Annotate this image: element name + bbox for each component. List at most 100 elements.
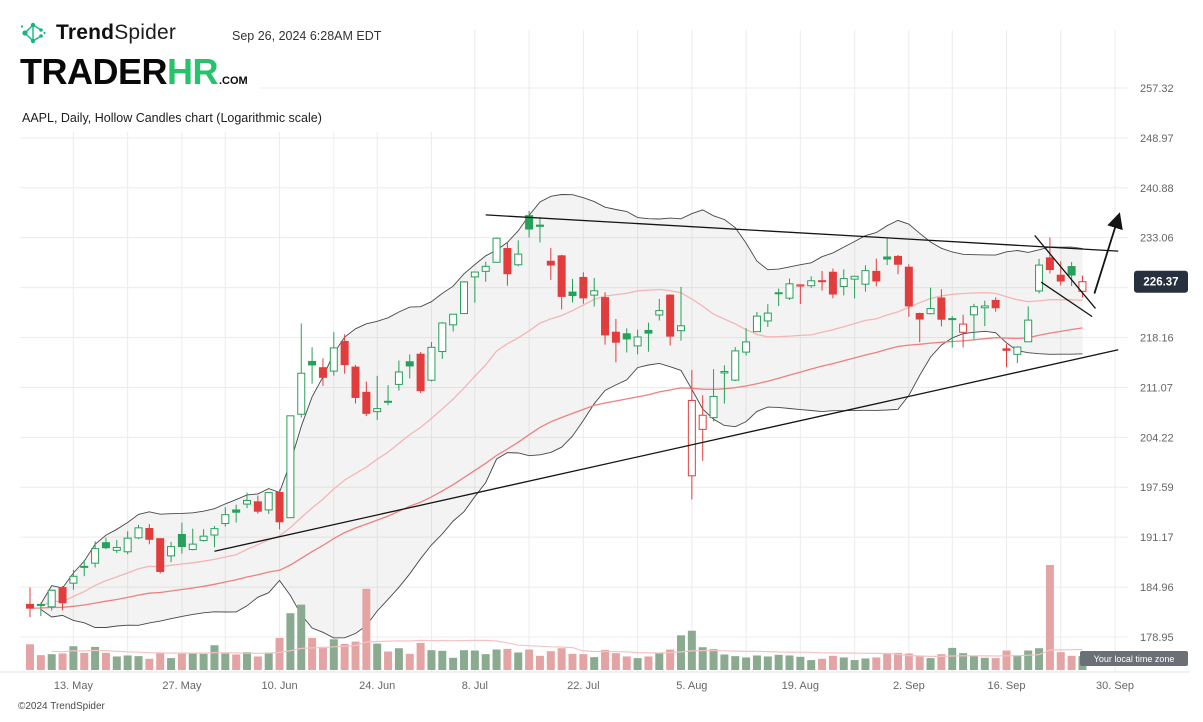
volume-bar	[156, 653, 165, 670]
candle	[177, 522, 186, 554]
volume-bar	[807, 660, 816, 670]
candle	[394, 360, 403, 391]
volume-bar	[622, 656, 631, 670]
volume-bars	[26, 565, 1087, 670]
candle	[601, 292, 610, 345]
candle	[275, 489, 284, 530]
volume-bar	[1045, 565, 1054, 670]
x-axis-label: 19. Aug	[782, 680, 819, 692]
candle	[264, 492, 273, 514]
volume-bar	[904, 653, 913, 670]
candle	[752, 311, 761, 333]
volume-bar	[894, 652, 902, 670]
candle	[796, 284, 805, 305]
trendspider-logo: TrendSpider	[18, 16, 187, 50]
volume-bar	[470, 650, 479, 670]
candle	[720, 365, 729, 404]
candle	[481, 261, 490, 282]
candle	[253, 495, 262, 514]
y-axis-label: 248.97	[1140, 133, 1174, 145]
candle	[340, 334, 349, 374]
volume-bar	[883, 653, 892, 670]
candle	[470, 271, 479, 303]
candle	[514, 240, 523, 267]
bollinger-band	[40, 194, 1083, 639]
y-axis-label: 184.96	[1140, 582, 1174, 594]
volume-bar	[167, 658, 176, 670]
volume-bar	[264, 652, 273, 670]
candle	[167, 541, 176, 563]
candle	[210, 526, 219, 548]
brand-name-bold: Trend	[56, 21, 115, 44]
x-axis-labels: 13. May 27. May 10. Jun 24. Jun 8. Jul 22. Ju…	[54, 680, 1134, 692]
volume-bar	[579, 654, 588, 670]
volume-bar	[58, 653, 67, 670]
volume-bar	[861, 658, 870, 670]
volume-bar	[698, 647, 707, 670]
candle	[535, 216, 544, 243]
candle	[243, 492, 251, 509]
volume-bar	[839, 657, 848, 670]
candle	[557, 254, 566, 310]
candle	[492, 237, 501, 263]
candle	[1035, 258, 1044, 294]
volume-bar	[655, 653, 664, 670]
volume-bar	[145, 658, 154, 670]
y-axis-label: 191.17	[1140, 532, 1174, 544]
candle	[286, 415, 295, 519]
candle	[58, 586, 67, 611]
candle	[112, 540, 121, 553]
candle	[373, 375, 382, 420]
candle	[297, 323, 306, 418]
x-axis-label: 5. Aug	[676, 680, 707, 692]
candle	[818, 270, 827, 291]
volume-bar	[405, 653, 414, 670]
volume-bar	[774, 654, 783, 670]
trendline	[485, 214, 1119, 252]
y-axis-label: 178.95	[1140, 632, 1174, 644]
volume-bar	[373, 643, 382, 670]
volume-bar	[590, 657, 599, 670]
candle	[785, 278, 794, 300]
y-axis-labels: 257.32248.97240.88233.06225.48218.16211.…	[1140, 83, 1174, 644]
volume-bar	[308, 637, 317, 670]
candle	[221, 507, 230, 527]
volume-bar	[362, 588, 371, 670]
candle	[91, 541, 100, 568]
candle	[1067, 261, 1076, 286]
y-axis-label: 211.07	[1140, 382, 1173, 394]
candle	[828, 268, 837, 299]
svg-text:Your local time zone: Your local time zone	[1094, 654, 1175, 664]
volume-bar	[1067, 655, 1076, 670]
x-axis-label: 30. Sep	[1096, 680, 1134, 692]
candle	[1056, 261, 1065, 286]
volume-bar	[188, 652, 197, 670]
volume-bar	[535, 655, 544, 670]
candle	[611, 319, 620, 363]
volume-bar	[915, 655, 924, 670]
volume-bar	[26, 644, 34, 670]
candle	[80, 560, 89, 577]
y-axis-label: 218.16	[1140, 333, 1174, 345]
candle	[644, 322, 653, 352]
traderhr-logo-green: HR	[167, 51, 219, 92]
x-axis-label: 24. Jun	[359, 680, 395, 692]
volume-bar	[752, 655, 761, 670]
volume-bar	[1024, 650, 1033, 670]
trendline	[1040, 281, 1093, 318]
y-axis-label: 240.88	[1140, 183, 1174, 195]
y-axis-label: 197.59	[1140, 482, 1174, 494]
svg-text:226.37: 226.37	[1143, 277, 1178, 289]
volume-bar	[101, 652, 110, 670]
candle	[677, 286, 685, 341]
candle	[101, 537, 110, 550]
candle	[622, 328, 631, 353]
candle	[763, 304, 772, 327]
last-price-badge: 226.37	[1134, 270, 1188, 293]
candle	[1024, 306, 1033, 343]
trendspider-logo-icon	[20, 22, 46, 44]
candle	[894, 255, 902, 275]
candle	[546, 248, 555, 280]
